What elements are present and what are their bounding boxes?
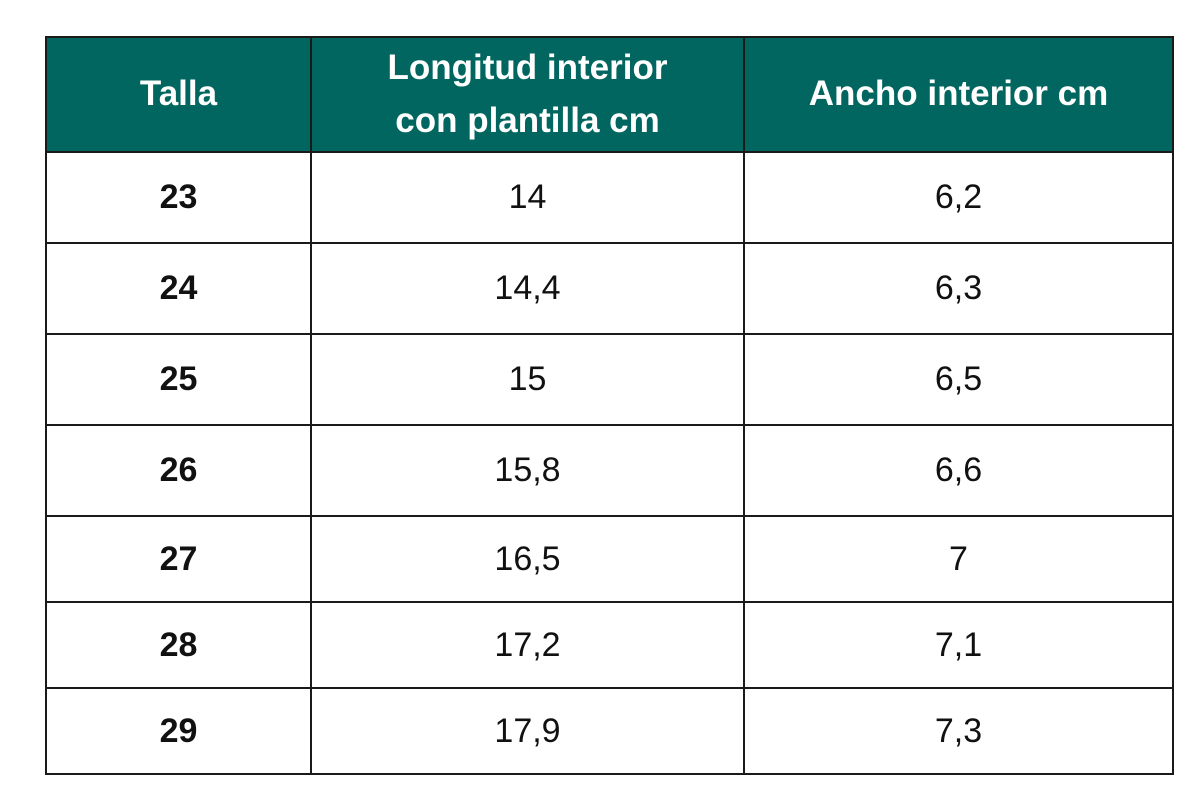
header-cell: Longitud interior con plantilla cm [310,36,745,153]
header-text: Talla [139,74,218,114]
measure-cell: 14 [310,151,745,244]
header-text: Longitud interior con plantilla cm [387,48,668,140]
size-cell: 27 [45,515,312,603]
measure-cell: 17,9 [310,687,745,775]
size-cell: 26 [45,424,312,517]
measure-cell: 7,3 [743,687,1174,775]
measure-cell: 6,6 [743,424,1174,517]
measure-cell: 6,5 [743,333,1174,426]
header-cell: Ancho interior cm [743,36,1174,153]
size-cell: 29 [45,687,312,775]
measure-cell: 17,2 [310,601,745,689]
size-cell: 23 [45,151,312,244]
measure-cell: 16,5 [310,515,745,603]
table-row: 27 16,5 7 [45,515,1174,603]
table-row: 28 17,2 7,1 [45,601,1174,689]
measure-cell: 14,4 [310,242,745,335]
table-row: 29 17,9 7,3 [45,687,1174,775]
table-body: 23 14 6,2 24 14,4 6,3 25 15 6,5 26 15,8 6,6 27 16,5 7 2… [45,151,1174,775]
measure-cell: 15 [310,333,745,426]
size-table: Talla Longitud interior con plantilla cm A… [45,36,1174,775]
table-row: 25 15 6,5 [45,333,1174,426]
header-cell: Talla [45,36,312,153]
size-cell: 28 [45,601,312,689]
size-cell: 24 [45,242,312,335]
measure-cell: 6,3 [743,242,1174,335]
table-header: Talla Longitud interior con plantilla cm A… [45,36,1174,153]
measure-cell: 7 [743,515,1174,603]
measure-cell: 15,8 [310,424,745,517]
table-row: 26 15,8 6,6 [45,424,1174,517]
measure-cell: 6,2 [743,151,1174,244]
size-cell: 25 [45,333,312,426]
table-row: 24 14,4 6,3 [45,242,1174,335]
table-row: 23 14 6,2 [45,151,1174,244]
measure-cell: 7,1 [743,601,1174,689]
header-text: Ancho interior cm [808,74,1109,114]
header-row: Talla Longitud interior con plantilla cm A… [45,36,1174,153]
